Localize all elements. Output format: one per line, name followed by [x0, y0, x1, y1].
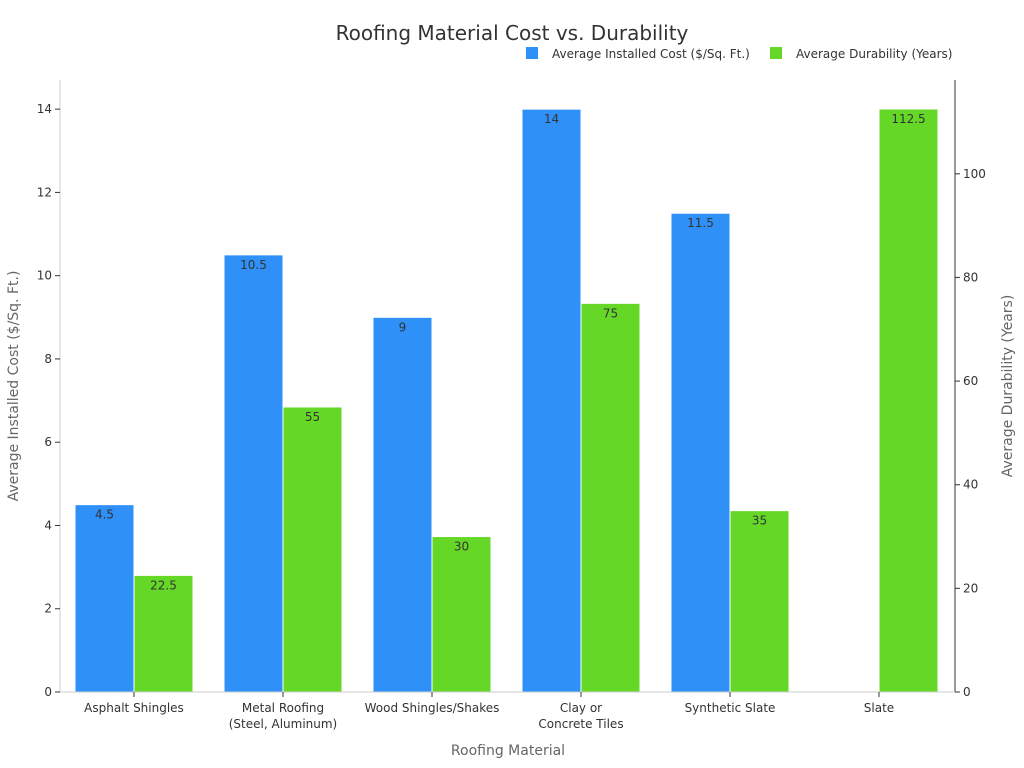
bar-durability-3 — [580, 302, 641, 693]
x-tick-label: Metal Roofing — [242, 701, 324, 715]
bar-durability-2 — [431, 536, 492, 693]
bars — [74, 108, 939, 693]
right-tick-label: 80 — [963, 270, 978, 284]
bar-cost-2 — [372, 316, 433, 693]
bar-label-durability-1: 55 — [305, 410, 320, 424]
bar-durability-0 — [133, 574, 194, 693]
x-tick-label: Slate — [864, 701, 894, 715]
left-tick-label: 10 — [37, 269, 52, 283]
legend-swatch-cost — [526, 47, 538, 59]
axes — [59, 80, 956, 693]
legend-swatch-durability — [770, 47, 782, 59]
legend-label-durability: Average Durability (Years) — [796, 47, 953, 61]
legend-label-cost: Average Installed Cost ($/Sq. Ft.) — [552, 47, 750, 61]
bar-labels: 4.5 22.5 10.5 55 9 30 14 75 11.5 35 112.5 — [95, 112, 926, 592]
bar-label-durability-2: 30 — [454, 540, 469, 554]
right-y-ticks: 0 20 40 60 80 100 — [955, 167, 986, 699]
x-tick-label: (Steel, Aluminum) — [229, 717, 338, 731]
bar-label-cost-4: 11.5 — [687, 216, 714, 230]
left-tick-label: 14 — [37, 102, 52, 116]
bar-cost-1 — [223, 254, 284, 693]
left-tick-label: 8 — [44, 352, 52, 366]
bar-durability-1 — [282, 406, 343, 693]
bar-cost-4 — [670, 212, 731, 693]
bar-cost-3 — [521, 108, 582, 693]
x-tick-label: Asphalt Shingles — [84, 701, 184, 715]
x-tick-label: Concrete Tiles — [538, 717, 623, 731]
right-tick-label: 60 — [963, 374, 978, 388]
bar-durability-5 — [878, 108, 939, 693]
right-tick-label: 40 — [963, 478, 978, 492]
chart-title: Roofing Material Cost vs. Durability — [336, 21, 689, 45]
left-tick-label: 12 — [37, 185, 52, 199]
bar-label-cost-2: 9 — [399, 320, 407, 334]
left-tick-label: 6 — [44, 435, 52, 449]
right-tick-label: 0 — [963, 685, 971, 699]
bar-label-durability-3: 75 — [603, 306, 618, 320]
right-tick-label: 100 — [963, 167, 986, 181]
bar-cost-0 — [74, 504, 135, 693]
left-tick-label: 0 — [44, 685, 52, 699]
bar-durability-4 — [729, 510, 790, 693]
right-tick-label: 20 — [963, 581, 978, 595]
x-axis-label: Roofing Material — [451, 743, 565, 759]
right-y-axis-label: Average Durability (Years) — [1000, 295, 1016, 478]
bar-label-durability-0: 22.5 — [150, 578, 177, 592]
left-y-ticks: 0 2 4 6 8 10 12 14 — [37, 102, 60, 699]
x-tick-label: Clay or — [560, 701, 602, 715]
bar-label-cost-3: 14 — [544, 112, 559, 126]
bar-label-cost-0: 4.5 — [95, 508, 114, 522]
bar-label-durability-5: 112.5 — [891, 112, 925, 126]
left-tick-label: 4 — [44, 518, 52, 532]
bar-label-cost-1: 10.5 — [240, 258, 267, 272]
left-tick-label: 2 — [44, 602, 52, 616]
x-tick-label: Wood Shingles/Shakes — [365, 701, 500, 715]
bar-label-durability-4: 35 — [752, 514, 767, 528]
x-tick-label: Synthetic Slate — [685, 701, 776, 715]
x-tick-labels: Asphalt Shingles Metal Roofing (Steel, Alu… — [84, 692, 894, 731]
left-y-axis-label: Average Installed Cost ($/Sq. Ft.) — [6, 271, 22, 502]
legend: Average Installed Cost ($/Sq. Ft.) Avera… — [526, 47, 953, 61]
